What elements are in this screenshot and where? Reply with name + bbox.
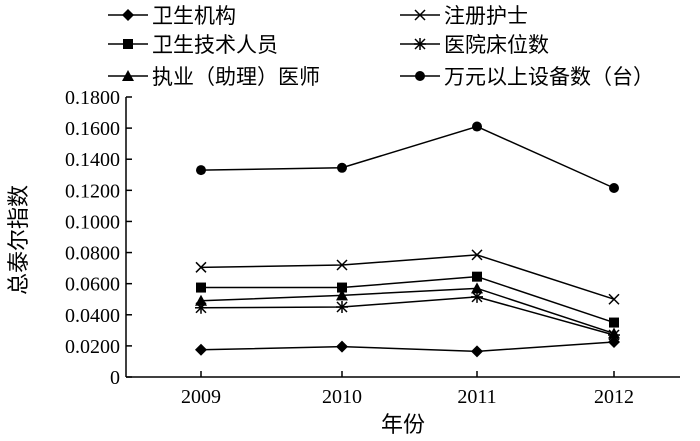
series-triangle [195,282,620,339]
x-tick-label: 2009 [181,386,221,408]
data-point [609,317,619,328]
legend-item: 卫生技术人员 [108,33,278,57]
data-point [195,261,207,273]
legend-item: 执业（助理）医师 [108,65,320,89]
data-point [608,293,620,305]
series-square [196,271,619,328]
legend-marker [122,70,134,81]
data-point [196,165,206,176]
y-tick-label: 0.0400 [65,305,120,327]
series-diamond [195,336,620,358]
data-point [609,183,619,193]
legend-item: 卫生机构 [108,4,236,28]
series-circle [196,121,619,193]
data-point [471,249,483,261]
series-x [195,249,620,305]
x-ticks: 2009 2010 2011 2012 [181,371,634,408]
legend-label: 医院床位数 [444,33,549,57]
y-tick-label: 0.1600 [65,118,120,140]
data-point [471,345,483,358]
y-tick-label: 0.1000 [65,211,120,233]
legend-label: 卫生机构 [152,4,236,28]
data-point [337,162,347,173]
data-point [472,121,482,132]
series-line [200,341,615,353]
x-tick-label: 2012 [594,386,634,408]
data-point [472,271,482,282]
legend-item: 医院床位数 [400,33,549,57]
axes: 0 0.0200 0.0400 0.0600 0.0800 0.1000 0.1200 0.1… [7,87,680,438]
legend-marker [122,9,134,21]
data-point [608,327,620,339]
plot-area [195,121,620,358]
series-line [200,296,615,336]
legend-label: 执业（助理）医师 [152,65,320,89]
y-tick-label: 0 [110,367,120,389]
data-point [336,340,348,353]
data-point [336,289,348,301]
legend-item: 万元以上设备数（台） [400,65,654,89]
series-line [200,254,615,300]
legend-label: 注册护士 [444,4,528,28]
y-tick-label: 0.0800 [65,243,120,265]
y-tick-label: 0.0600 [65,274,120,296]
data-point [336,259,348,271]
data-point [337,282,347,293]
data-point [195,343,207,356]
y-axis-title: 总泰尔指数 [7,185,32,295]
legend-label: 卫生技术人员 [152,33,278,57]
data-point [196,282,206,293]
legend-marker [123,39,133,49]
y-tick-label: 0.1200 [65,180,120,202]
y-tick-label: 0.1800 [65,87,120,109]
data-point [336,301,348,313]
legend-marker [414,9,426,21]
y-ticks: 0 0.0200 0.0400 0.0600 0.0800 0.1000 0.1200 0.1… [65,87,132,389]
legend-marker [415,71,425,81]
series-line [200,125,615,189]
x-axis-title: 年份 [381,413,425,438]
y-tick-label: 0.0200 [65,336,120,358]
y-tick-label: 0.1400 [65,149,120,171]
legend-marker [414,38,426,50]
series-line [200,287,615,335]
x-tick-label: 2011 [457,386,496,408]
legend-item: 注册护士 [400,4,528,28]
x-tick-label: 2010 [322,386,362,408]
data-point [471,282,483,294]
data-point [195,294,207,306]
series-line [201,275,615,324]
legend-label: 万元以上设备数（台） [444,65,654,89]
